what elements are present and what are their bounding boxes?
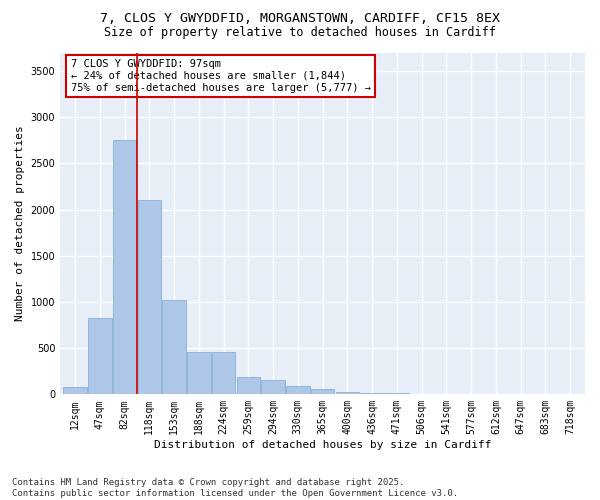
- Bar: [286, 386, 310, 394]
- Bar: [361, 393, 384, 394]
- X-axis label: Distribution of detached houses by size in Cardiff: Distribution of detached houses by size …: [154, 440, 491, 450]
- Text: 7, CLOS Y GWYDDFID, MORGANSTOWN, CARDIFF, CF15 8EX: 7, CLOS Y GWYDDFID, MORGANSTOWN, CARDIFF…: [100, 12, 500, 26]
- Bar: [335, 392, 359, 394]
- Text: Contains HM Land Registry data © Crown copyright and database right 2025.
Contai: Contains HM Land Registry data © Crown c…: [12, 478, 458, 498]
- Text: 7 CLOS Y GWYDDFID: 97sqm
← 24% of detached houses are smaller (1,844)
75% of sem: 7 CLOS Y GWYDDFID: 97sqm ← 24% of detach…: [71, 60, 371, 92]
- Bar: [311, 390, 334, 394]
- Bar: [63, 388, 87, 394]
- Bar: [113, 140, 136, 394]
- Bar: [262, 380, 285, 394]
- Bar: [162, 300, 186, 394]
- Bar: [236, 377, 260, 394]
- Y-axis label: Number of detached properties: Number of detached properties: [15, 126, 25, 322]
- Text: Size of property relative to detached houses in Cardiff: Size of property relative to detached ho…: [104, 26, 496, 39]
- Bar: [212, 352, 235, 395]
- Bar: [187, 352, 211, 395]
- Bar: [137, 200, 161, 394]
- Bar: [88, 318, 112, 394]
